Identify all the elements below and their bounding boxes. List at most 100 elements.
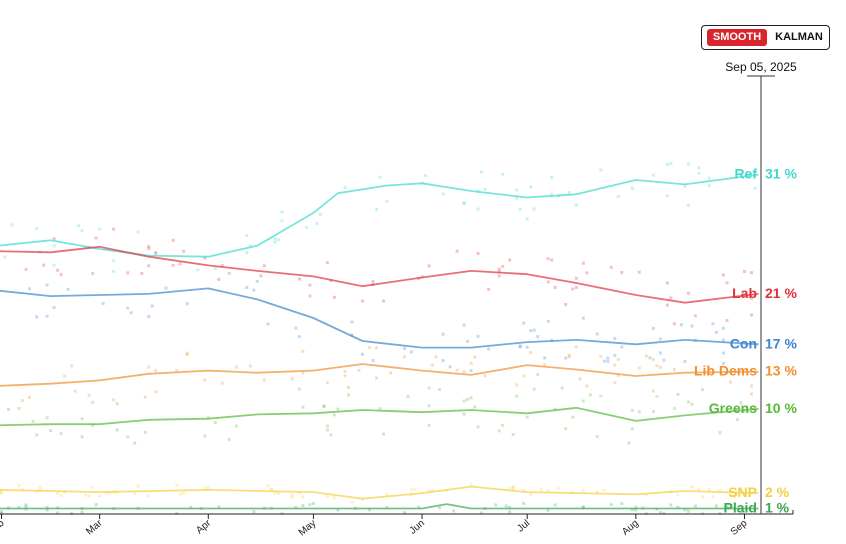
poll-dot-greens: [497, 429, 501, 433]
poll-dot-lab: [665, 281, 669, 285]
poll-dot-snp: [711, 495, 715, 499]
poll-dot-plaid: [252, 510, 256, 514]
poll-dot-greens: [347, 393, 350, 397]
poll-dot-ref: [753, 186, 757, 190]
poll-dot-con: [403, 347, 406, 350]
poll-dot-lib-dems: [143, 395, 147, 399]
poll-dot-greens: [206, 416, 210, 420]
poll-dot-con: [613, 336, 617, 340]
poll-dot-ref: [80, 229, 84, 233]
poll-dot-lab: [585, 271, 589, 275]
trend-line-lab[interactable]: [0, 245, 759, 304]
poll-dot-lab: [126, 271, 130, 275]
poll-dot-lab: [501, 264, 505, 268]
poll-dot-greens: [406, 394, 410, 398]
poll-dot-lib-dems: [87, 393, 91, 397]
poll-dot-lib-dems: [297, 387, 301, 391]
poll-dot-ref: [683, 184, 687, 188]
poll-dot-lib-dems: [175, 369, 179, 372]
poll-dot-plaid: [308, 503, 312, 507]
poll-dot-lib-dems: [343, 370, 347, 373]
poll-dot-lab: [487, 288, 491, 291]
poll-dot-ref: [52, 263, 56, 267]
poll-dot-lab: [497, 274, 501, 278]
poll-dot-lab: [508, 258, 512, 262]
poll-dot-lab: [220, 263, 224, 267]
poll-dot-lib-dems: [655, 394, 659, 398]
poll-dot-snp: [182, 491, 186, 495]
poll-dot-snp: [87, 494, 91, 498]
series-value-snp: 2 %: [765, 484, 790, 500]
kalman-option[interactable]: KALMAN: [775, 31, 823, 43]
poll-dot-lib-dems: [73, 389, 77, 393]
poll-dot-lab: [476, 251, 480, 255]
poll-dot-greens: [462, 399, 466, 403]
poll-dot-con: [371, 359, 375, 362]
poll-dot-con: [546, 319, 550, 323]
poll-dot-lib-dems: [403, 355, 406, 359]
poll-dot-ref: [574, 203, 578, 207]
poll-dot-lib-dems: [651, 358, 655, 362]
trend-line-snp[interactable]: [0, 485, 759, 500]
poll-dot-con: [469, 369, 473, 373]
poll-dot-snp: [290, 495, 294, 499]
poll-dot-con: [227, 271, 231, 275]
smoothing-toggle[interactable]: SMOOTH KALMAN: [701, 25, 830, 50]
trend-line-plaid[interactable]: [0, 503, 759, 510]
poll-dot-lib-dems: [28, 396, 31, 399]
poll-dot-con: [147, 315, 151, 319]
poll-dot-ref: [567, 191, 571, 194]
poll-dot-plaid: [508, 505, 512, 509]
poll-dot-lib-dems: [154, 390, 158, 394]
poll-dot-lib-dems: [357, 368, 361, 372]
poll-dot-con: [361, 352, 364, 356]
poll-dot-ref: [707, 184, 711, 188]
trend-line-con[interactable]: [0, 287, 759, 349]
poll-dot-snp: [269, 488, 273, 492]
trend-line-ref[interactable]: [0, 173, 759, 258]
poll-dot-greens: [115, 428, 119, 432]
poll-dot-lib-dems: [220, 381, 224, 385]
poll-dot-greens: [581, 399, 585, 403]
series-value-con: 17 %: [765, 335, 797, 351]
trend-line-lib-dems[interactable]: [0, 363, 759, 387]
poll-dot-ref: [707, 176, 711, 180]
poll-dot-ref: [112, 269, 116, 273]
poll-dot-snp: [690, 485, 694, 489]
poll-dot-ref: [550, 176, 554, 180]
poll-dot-lab: [743, 269, 746, 273]
poll-dot-lab: [581, 261, 585, 265]
poll-dot-snp: [63, 490, 67, 494]
poll-dot-ref: [280, 219, 284, 223]
poll-dot-snp: [602, 488, 606, 492]
poll-dot-plaid: [189, 505, 193, 509]
poll-dot-ref: [483, 187, 487, 191]
poll-dot-lib-dems: [750, 392, 753, 396]
poll-dot-con: [711, 322, 715, 326]
poll-dot-ref: [385, 200, 389, 203]
poll-dot-snp: [0, 490, 3, 494]
poll-dot-lab: [154, 251, 158, 255]
series-value-greens: 10 %: [765, 400, 797, 416]
poll-dot-lib-dems: [658, 365, 662, 369]
poll-dot-greens: [91, 423, 95, 427]
smooth-option[interactable]: SMOOTH: [707, 29, 767, 46]
poll-dot-con: [721, 338, 725, 342]
poll-dot-ref: [10, 223, 14, 227]
poll-dot-greens: [382, 432, 385, 436]
poll-dot-con: [245, 285, 249, 289]
poll-dot-plaid: [634, 508, 638, 512]
series-label-lab: Lab: [732, 285, 757, 301]
poll-dot-lib-dems: [515, 383, 519, 387]
poll-dot-lib-dems: [147, 365, 151, 369]
poll-dot-lib-dems: [462, 370, 466, 374]
poll-dot-lab: [564, 303, 568, 306]
series-label-con: Con: [730, 335, 757, 351]
poll-dot-lib-dems: [203, 378, 207, 382]
poll-dot-snp: [385, 493, 389, 497]
trend-line-greens[interactable]: [0, 406, 759, 427]
poll-dot-greens: [476, 425, 480, 429]
poll-dot-con: [648, 356, 652, 360]
poll-dot-greens: [672, 406, 676, 410]
poll-dot-lab: [665, 303, 669, 307]
